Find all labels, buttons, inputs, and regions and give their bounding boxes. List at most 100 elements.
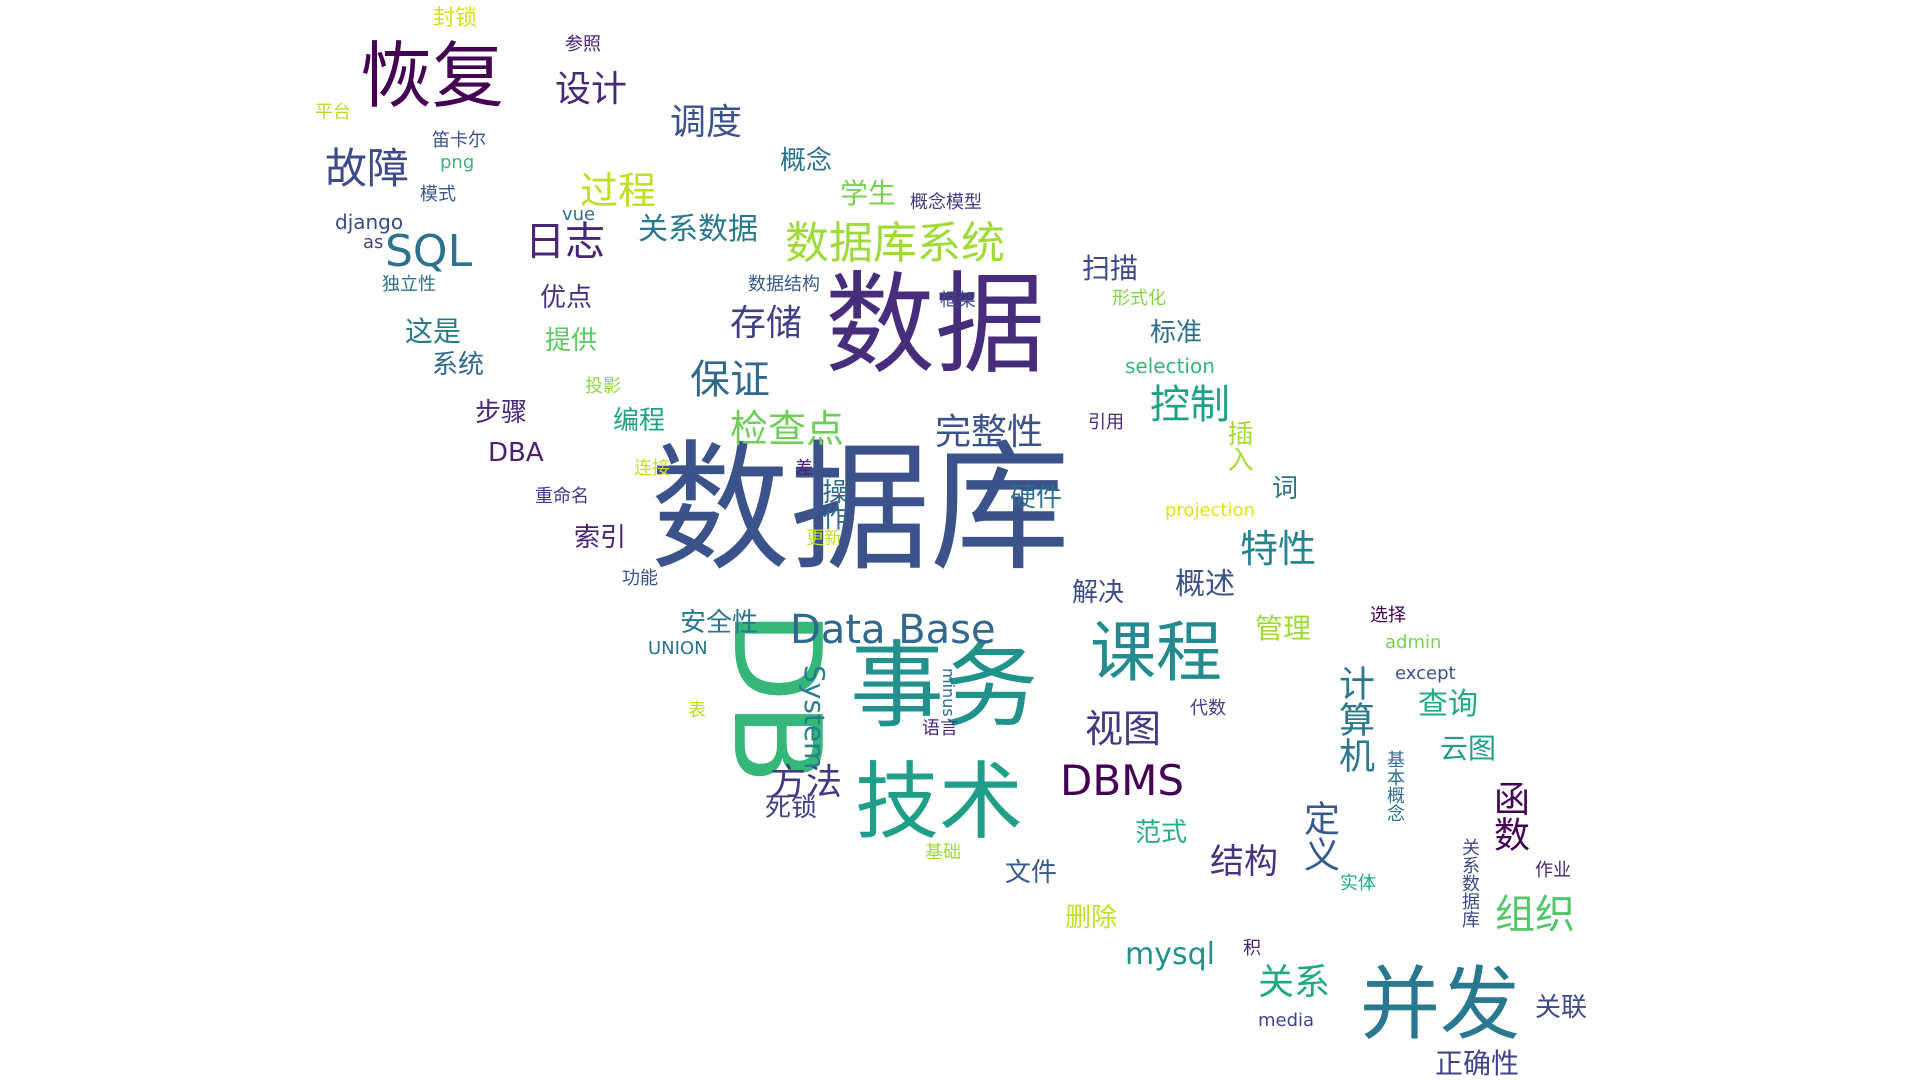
cloud-word: selection [1125,354,1215,378]
cloud-word: vue [562,204,596,225]
cloud-word: 这是 [405,315,462,348]
cloud-word: 调度 [670,102,743,143]
cloud-word: Data Base [790,607,996,653]
cloud-word: 差 [795,458,813,479]
cloud-word: png [440,152,475,173]
cloud-word: DBA [488,438,544,468]
cloud-word: 概述 [1175,567,1235,602]
cloud-word: 提供 [545,326,598,356]
cloud-word: 过程 [580,169,657,213]
cloud-word: DB [706,610,845,785]
cloud-word: 死锁 [765,793,818,823]
cloud-word: 故障 [325,144,410,193]
cloud-word: 定义 [1298,800,1339,872]
cloud-word: 完整性 [935,412,1044,453]
cloud-word: 基础 [925,842,961,863]
cloud-word: projection [1165,500,1255,521]
cloud-word: 积 [1243,938,1261,959]
cloud-word: 技术 [855,753,1024,851]
cloud-word: 正确性 [1435,1047,1520,1080]
cloud-word: 索引 [574,523,627,553]
cloud-word: admin [1385,632,1442,653]
cloud-word: except [1395,663,1456,684]
cloud-word: 云图 [1440,732,1497,765]
cloud-word: 更新 [806,528,842,549]
cloud-word: 事务 [850,632,1039,741]
cloud-word: 关系数据库 [1459,838,1480,928]
cloud-word: 步骤 [475,398,528,428]
cloud-word: 词 [1272,474,1299,504]
cloud-word: 检查点 [730,407,845,451]
cloud-word: 控制 [1150,382,1230,428]
cloud-word: 日志 [525,219,605,265]
cloud-word: 笛卡尔 [432,130,486,151]
cloud-word: 视图 [1085,707,1162,751]
cloud-word: 范式 [1135,818,1188,848]
cloud-word: 概念模型 [910,192,982,213]
cloud-word: 概念 [780,146,833,176]
cloud-word: 封锁 [433,6,478,31]
cloud-word: 数据结构 [748,274,820,295]
cloud-word: 安全性 [680,608,759,638]
cloud-word: 功能 [622,568,658,589]
cloud-word: 并发 [1360,958,1520,1051]
cloud-word: 数据库 [650,428,1071,591]
cloud-word: 编程 [613,406,666,436]
cloud-word: 框架 [940,290,976,311]
cloud-word: 基本概念 [1384,750,1405,822]
cloud-word: 关联 [1535,993,1588,1023]
cloud-word: 作业 [1535,860,1571,881]
cloud-word: mysql [1125,937,1215,972]
cloud-word: 表 [688,700,706,721]
cloud-word: 插入 [1223,420,1253,472]
cloud-word: 语言 [922,718,958,739]
cloud-word: 函数 [1488,780,1529,852]
cloud-word: 关系数据 [638,212,758,247]
cloud-word: 标准 [1150,318,1203,348]
cloud-word: 学生 [840,177,897,210]
cloud-word: 数据库系统 [785,218,1005,269]
cloud-word: 恢复 [360,34,505,118]
cloud-word: 结构 [1210,842,1278,882]
cloud-word: 课程 [1090,614,1222,691]
cloud-word: minus [939,668,958,717]
cloud-word: SQL [385,226,473,277]
cloud-word: 平台 [315,102,351,123]
cloud-word: django [335,210,404,234]
cloud-word: 关系 [1258,962,1331,1003]
cloud-word: 文件 [1005,858,1058,888]
cloud-word: 重命名 [535,486,589,507]
cloud-word: 操作 [818,478,848,530]
cloud-word: 计算机 [1333,665,1374,773]
cloud-word: 参照 [565,34,601,55]
cloud-word: 保证 [690,357,770,403]
cloud-word: 优点 [540,283,593,313]
cloud-word: 选择 [1370,605,1406,626]
cloud-word: 组织 [1495,892,1575,938]
cloud-word: 实体 [1340,873,1376,894]
cloud-word: 解决 [1072,578,1125,608]
cloud-word: 管理 [1255,612,1312,645]
cloud-word: DBMS [1060,756,1185,805]
cloud-word: 扫描 [1082,252,1139,285]
cloud-word: 引用 [1088,412,1124,433]
cloud-word: as [363,232,384,253]
cloud-word: 系统 [432,350,485,380]
cloud-word: 代数 [1190,698,1226,719]
cloud-word: 模式 [420,184,456,205]
cloud-word: 独立性 [382,274,436,295]
cloud-word: media [1258,1010,1315,1031]
cloud-word: 连接 [634,458,670,479]
cloud-word: 方法 [770,762,843,803]
cloud-word: 数据 [825,261,1045,389]
cloud-word: System [798,665,831,770]
cloud-word: 形式化 [1112,288,1166,309]
cloud-word: 查询 [1418,687,1478,722]
cloud-word: 设计 [555,69,628,110]
cloud-word: 特性 [1240,527,1317,571]
cloud-word: 删除 [1065,903,1118,933]
cloud-word: 投影 [585,376,621,397]
cloud-word: 硬件 [1010,483,1063,513]
cloud-word: UNION [648,638,708,659]
